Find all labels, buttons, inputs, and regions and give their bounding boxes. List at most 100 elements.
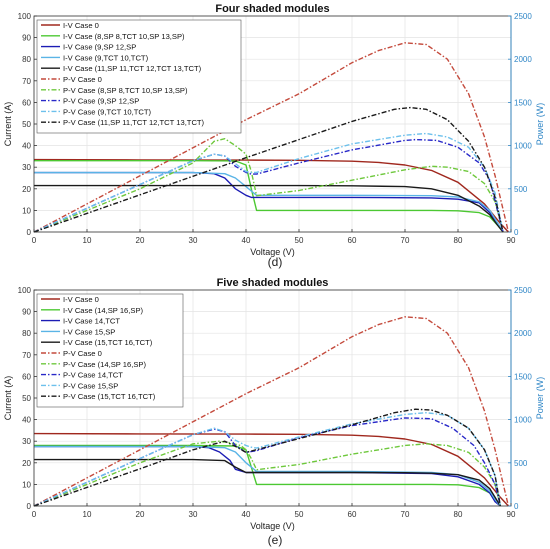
x-tick-label: 40 bbox=[242, 236, 251, 245]
y-axis-label: Current (A) bbox=[3, 376, 13, 421]
legend-label: I-V Case (9,SP 12,SP bbox=[63, 43, 136, 52]
legend-box bbox=[36, 19, 242, 134]
legend-label: I-V Case (8,SP 8,TCT 10,SP 13,SP) bbox=[63, 32, 185, 41]
y2-tick-label: 2500 bbox=[514, 286, 532, 295]
legend-label: P-V Case 0 bbox=[63, 349, 102, 358]
y2-tick-label: 0 bbox=[514, 502, 519, 511]
legend-label: P-V Case (9,TCT 10,TCT) bbox=[63, 107, 152, 116]
series-line-8 bbox=[33, 132, 504, 233]
legend-label: P-V Case (11,SP 11,TCT 12,TCT 13,TCT) bbox=[63, 118, 205, 127]
series-line-8 bbox=[33, 412, 502, 507]
y-axis-label: Current (A) bbox=[3, 102, 13, 147]
y-tick-label: 10 bbox=[22, 206, 31, 215]
x-tick-label: 10 bbox=[83, 236, 92, 245]
x-tick-label: 20 bbox=[136, 236, 145, 245]
legend-label: P-V Case 14,TCT bbox=[63, 371, 123, 380]
legend-label: I-V Case 15,SP bbox=[63, 327, 115, 336]
series-line-5 bbox=[33, 42, 510, 233]
y2-tick-label: 1500 bbox=[514, 372, 532, 381]
y2-tick-label: 500 bbox=[514, 459, 528, 468]
caption-d: (d) bbox=[268, 255, 283, 269]
y-tick-label: 80 bbox=[22, 329, 31, 338]
caption-e: (e) bbox=[268, 533, 283, 547]
chart-title: Five shaded modules bbox=[217, 277, 329, 289]
y-tick-label: 60 bbox=[22, 98, 31, 107]
legend-box bbox=[36, 293, 184, 408]
y-tick-label: 40 bbox=[22, 142, 31, 151]
x-tick-label: 40 bbox=[242, 510, 251, 519]
y2-tick-label: 500 bbox=[514, 185, 528, 194]
y-tick-label: 30 bbox=[22, 437, 31, 446]
legend-label: P-V Case (9,SP 12,SP bbox=[63, 97, 139, 106]
x-tick-label: 80 bbox=[454, 510, 463, 519]
x-tick-label: 30 bbox=[189, 236, 198, 245]
x-tick-label: 60 bbox=[348, 236, 357, 245]
y-tick-label: 70 bbox=[22, 77, 31, 86]
y-tick-label: 60 bbox=[22, 372, 31, 381]
legend-label: P-V Case (15,TCT 16,TCT) bbox=[63, 392, 156, 401]
x-tick-label: 30 bbox=[189, 510, 198, 519]
chart-five-shaded-modules: 0 10 20 30 40 50 60 70 80 90010203040506070809010… bbox=[3, 277, 545, 531]
legend-label: I-V Case 14,TCT bbox=[63, 317, 120, 326]
x-tick-label: 10 bbox=[83, 510, 92, 519]
y2-tick-label: 0 bbox=[514, 228, 519, 237]
y-tick-label: 90 bbox=[22, 34, 31, 43]
y-tick-label: 0 bbox=[27, 228, 32, 237]
y2-tick-label: 1500 bbox=[514, 98, 532, 107]
series-line-6 bbox=[33, 137, 504, 233]
y2-tick-label: 2000 bbox=[514, 55, 532, 64]
legend-label: I-V Case (15,TCT 16,TCT) bbox=[63, 338, 153, 347]
y-tick-label: 20 bbox=[22, 459, 31, 468]
series-line-7 bbox=[33, 417, 502, 507]
y-tick-label: 10 bbox=[22, 480, 31, 489]
y-tick-label: 0 bbox=[27, 502, 32, 511]
y-tick-label: 100 bbox=[18, 286, 32, 295]
x-tick-label: 70 bbox=[401, 236, 410, 245]
x-tick-label: 90 bbox=[507, 236, 516, 245]
y2-tick-label: 2000 bbox=[514, 329, 532, 338]
y2-tick-label: 1000 bbox=[514, 416, 532, 425]
chart-title: Four shaded modules bbox=[215, 3, 329, 15]
legend-label: P-V Case (8,SP 8,TCT 10,SP 13,SP) bbox=[63, 86, 188, 95]
x-axis-label: Voltage (V) bbox=[250, 521, 295, 531]
series-line-3 bbox=[34, 445, 501, 507]
x-tick-label: 50 bbox=[295, 236, 304, 245]
y-tick-label: 70 bbox=[22, 351, 31, 360]
legend-label: P-V Case 15,SP bbox=[63, 381, 118, 390]
series-line-5 bbox=[33, 316, 510, 507]
series-line-4 bbox=[34, 458, 501, 507]
legend-label: I-V Case (14,SP 16,SP) bbox=[63, 306, 144, 315]
y-tick-label: 90 bbox=[22, 308, 31, 317]
legend-label: I-V Case 0 bbox=[63, 21, 99, 30]
y-tick-label: 50 bbox=[22, 394, 31, 403]
series-line-9 bbox=[33, 408, 502, 507]
x-tick-label: 80 bbox=[454, 236, 463, 245]
y-tick-label: 30 bbox=[22, 163, 31, 172]
legend-label: P-V Case 0 bbox=[63, 75, 102, 84]
x-axis-label: Voltage (V) bbox=[250, 247, 295, 257]
x-tick-label: 50 bbox=[295, 510, 304, 519]
y2-tick-label: 2500 bbox=[514, 12, 532, 21]
series-line-6 bbox=[33, 440, 502, 507]
x-tick-label: 20 bbox=[136, 510, 145, 519]
y-tick-label: 50 bbox=[22, 120, 31, 129]
y-tick-label: 20 bbox=[22, 185, 31, 194]
legend-label: I-V Case 0 bbox=[63, 295, 99, 304]
y-tick-label: 40 bbox=[22, 416, 31, 425]
x-tick-label: 0 bbox=[32, 510, 37, 519]
series-line-3 bbox=[34, 171, 504, 233]
legend-label: I-V Case (11,SP 11,TCT 12,TCT 13,TCT) bbox=[63, 64, 202, 73]
chart-four-shaded-modules: 0 10 20 30 40 50 60 70 80 90010203040506070809010… bbox=[3, 3, 545, 257]
y-tick-label: 100 bbox=[18, 12, 32, 21]
y-tick-label: 80 bbox=[22, 55, 31, 64]
y2-axis-label: Power (W) bbox=[535, 103, 545, 146]
x-tick-label: 90 bbox=[507, 510, 516, 519]
x-tick-label: 70 bbox=[401, 510, 410, 519]
series-line-4 bbox=[34, 184, 504, 233]
legend-label: I-V Case (9,TCT 10,TCT) bbox=[63, 53, 149, 62]
y2-axis-label: Power (W) bbox=[535, 377, 545, 420]
x-tick-label: 60 bbox=[348, 510, 357, 519]
x-tick-label: 0 bbox=[32, 236, 37, 245]
legend-label: P-V Case (14,SP 16,SP) bbox=[63, 360, 146, 369]
